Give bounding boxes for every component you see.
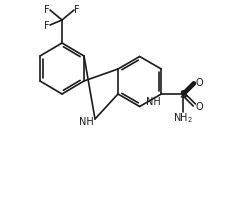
Text: NH: NH: [79, 116, 93, 126]
Text: S: S: [179, 90, 187, 100]
Text: F: F: [44, 5, 50, 15]
Text: O: O: [196, 78, 203, 88]
Text: O: O: [196, 102, 203, 111]
Text: F: F: [74, 5, 80, 15]
Text: F: F: [44, 21, 50, 31]
Text: NH: NH: [146, 96, 161, 106]
Text: NH$_2$: NH$_2$: [173, 111, 193, 124]
